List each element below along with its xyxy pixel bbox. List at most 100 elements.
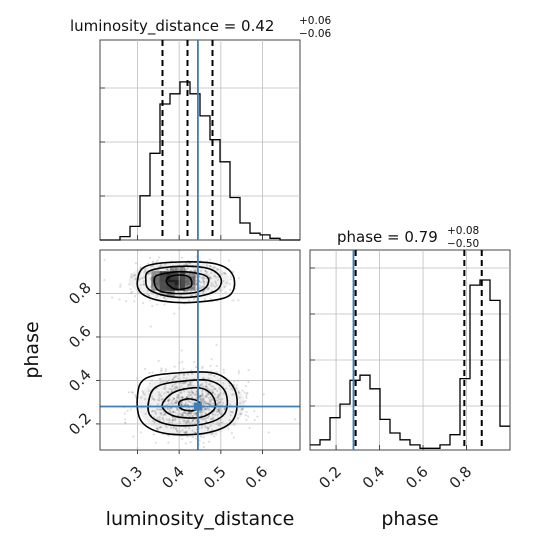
density-sample-point — [187, 400, 190, 403]
density-sample-point — [165, 426, 168, 429]
density-sample-point — [187, 299, 191, 302]
density-sample-point — [169, 412, 172, 415]
density-sample-point — [123, 412, 126, 415]
density-sample-point — [181, 396, 184, 399]
density-sample-point — [168, 402, 171, 405]
density-sample-point — [151, 397, 154, 400]
density-sample-point — [176, 414, 179, 417]
density-sample-point — [202, 398, 205, 401]
luminosity-distance-quantile-lines — [161, 40, 214, 240]
density-sample-point — [154, 411, 157, 414]
density-sample-point — [184, 421, 187, 424]
density-sample-point — [187, 390, 190, 394]
density-sample-point — [212, 266, 215, 269]
density-sample-point — [153, 421, 156, 424]
density-sample-point — [148, 271, 151, 274]
density-sample-point — [193, 431, 196, 434]
density-sample-point — [187, 412, 190, 415]
density-sample-point — [208, 440, 211, 443]
density-sample-point — [186, 403, 189, 406]
density-sample-point — [222, 371, 225, 374]
density-sample-point — [182, 374, 186, 377]
density-sample-point — [176, 430, 179, 433]
density-sample-point — [151, 371, 154, 374]
density-sample-point — [185, 401, 188, 404]
density-sample-point — [164, 412, 167, 415]
density-sample-point — [156, 428, 159, 431]
density-sample-point — [204, 412, 207, 415]
density-sample-point — [181, 402, 184, 405]
density-sample-point — [174, 411, 177, 414]
density-sample-point — [212, 413, 215, 416]
contour-line — [165, 274, 193, 291]
density-sample-point — [160, 395, 163, 398]
density-sample-point — [204, 402, 207, 406]
density-sample-point — [217, 396, 220, 399]
density-sample-point — [237, 370, 240, 373]
density-sample-point — [214, 387, 217, 390]
phase-hist-frame — [309, 249, 511, 451]
density-sample-point — [158, 377, 162, 381]
phase-y-tick-label: 0.6 — [65, 322, 95, 352]
phase-quantile-lines — [352, 250, 483, 450]
density-sample-point — [154, 441, 157, 444]
density-sample-point — [247, 415, 250, 418]
density-sample-point — [202, 280, 206, 283]
density-sample-point — [172, 425, 176, 428]
density-sample-point — [207, 287, 210, 290]
density-sample-point — [180, 256, 183, 259]
density-sample-point — [172, 397, 176, 400]
density-sample-point — [193, 298, 196, 301]
density-sample-point — [211, 412, 214, 415]
density-sample-point — [232, 436, 235, 439]
density-sample-point — [179, 430, 182, 433]
density-sample-point — [186, 435, 189, 438]
density-sample-point — [190, 393, 193, 397]
density-sample-point — [152, 409, 155, 413]
density-sample-point — [141, 277, 144, 280]
density-sample-point — [152, 398, 155, 401]
density-sample-point — [209, 383, 212, 386]
density-sample-point — [201, 392, 204, 395]
density-sample-point — [201, 365, 204, 368]
density-sample-point — [157, 268, 160, 272]
density-sample-point — [182, 373, 186, 376]
density-sample-point — [147, 262, 150, 265]
density-sample-point — [194, 431, 197, 434]
density-sample-point — [179, 392, 183, 395]
density-sample-point — [129, 408, 133, 411]
density-sample-point — [222, 401, 225, 404]
density-sample-point — [139, 431, 142, 434]
density-sample-point — [103, 258, 106, 261]
density-sample-point — [218, 401, 221, 404]
density-sample-point — [208, 373, 211, 376]
density-sample-point — [162, 387, 165, 390]
density-sample-point — [237, 277, 240, 280]
density-sample-point — [198, 394, 201, 397]
luminosity-distance-x-axis-label: luminosity_distance — [106, 508, 295, 530]
density-sample-point — [194, 393, 197, 396]
phase-y-tick-label: 0.2 — [65, 409, 95, 439]
density-sample-point — [237, 417, 240, 420]
density-sample-point — [230, 387, 233, 390]
density-sample-point — [214, 282, 217, 285]
density-sample-point — [201, 397, 204, 400]
density-sample-point — [189, 411, 192, 414]
density-sample-point — [202, 398, 205, 401]
density-sample-point — [201, 382, 204, 385]
density-sample-point — [180, 391, 183, 394]
density-sample-point — [157, 408, 160, 411]
density-sample-point — [191, 415, 194, 418]
density-sample-point — [119, 283, 122, 286]
density-sample-point — [202, 291, 205, 294]
density-sample-point — [181, 396, 184, 399]
density-sample-point — [157, 359, 160, 363]
density-sample-point — [215, 364, 218, 367]
density-sample-point — [190, 384, 193, 387]
density-sample-point — [204, 270, 207, 273]
density-sample-point — [191, 414, 194, 417]
density-sample-point — [176, 429, 179, 432]
density-sample-point — [171, 378, 174, 381]
density-sample-point — [187, 384, 190, 387]
density-sample-point — [171, 384, 174, 387]
